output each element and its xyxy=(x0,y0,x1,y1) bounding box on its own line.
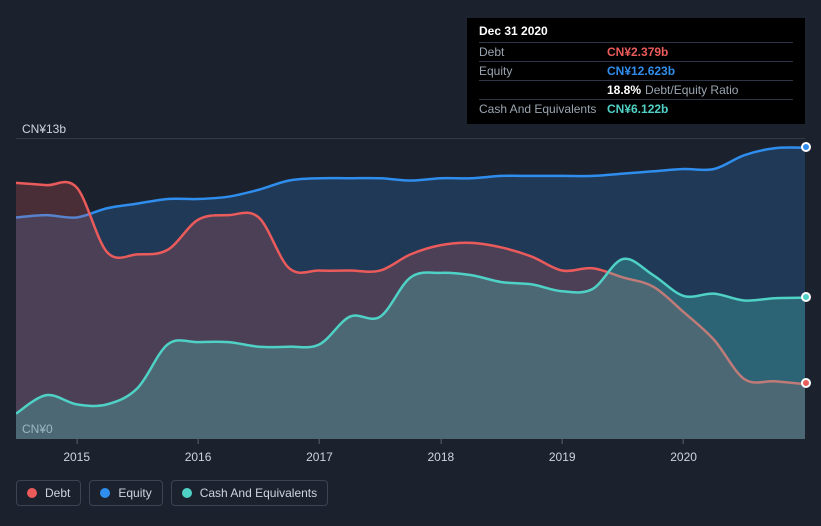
tick-line-icon xyxy=(319,438,320,444)
x-tick-label: 2020 xyxy=(670,450,697,464)
tick-line-icon xyxy=(562,438,563,444)
x-tick: 2019 xyxy=(549,438,576,464)
tooltip-key: Equity xyxy=(479,64,607,78)
tooltip-row: 18.8% Debt/Equity Ratio xyxy=(479,80,793,99)
tooltip-value: 18.8% Debt/Equity Ratio xyxy=(607,83,738,97)
x-tick-label: 2016 xyxy=(185,450,212,464)
tick-line-icon xyxy=(683,438,684,444)
legend-dot-icon xyxy=(27,488,37,498)
tooltip-value: CN¥6.122b xyxy=(607,102,668,116)
x-tick: 2016 xyxy=(185,438,212,464)
area-chart-svg xyxy=(16,139,805,439)
x-tick: 2017 xyxy=(306,438,333,464)
legend-dot-icon xyxy=(100,488,110,498)
legend-item-equity[interactable]: Equity xyxy=(89,480,162,506)
tooltip-date: Dec 31 2020 xyxy=(479,24,793,42)
x-tick-label: 2015 xyxy=(63,450,90,464)
x-tick-label: 2018 xyxy=(427,450,454,464)
chart-area[interactable] xyxy=(16,138,805,438)
legend-label: Cash And Equivalents xyxy=(200,486,317,500)
series-end-marker-debt xyxy=(801,378,811,388)
tooltip-value: CN¥2.379b xyxy=(607,45,668,59)
tooltip-value: CN¥12.623b xyxy=(607,64,675,78)
x-tick-label: 2019 xyxy=(549,450,576,464)
tooltip-row: Debt CN¥2.379b xyxy=(479,42,793,61)
x-tick: 2015 xyxy=(63,438,90,464)
tick-line-icon xyxy=(440,438,441,444)
legend-label: Debt xyxy=(45,486,70,500)
series-end-marker-equity xyxy=(801,142,811,152)
tooltip-row: Cash And Equivalents CN¥6.122b xyxy=(479,99,793,118)
x-tick-label: 2017 xyxy=(306,450,333,464)
x-tick: 2020 xyxy=(670,438,697,464)
chart-legend: Debt Equity Cash And Equivalents xyxy=(16,480,328,506)
chart-tooltip: Dec 31 2020 Debt CN¥2.379b Equity CN¥12.… xyxy=(467,18,805,124)
legend-item-debt[interactable]: Debt xyxy=(16,480,81,506)
y-axis-max-label: CN¥13b xyxy=(22,122,66,136)
tooltip-key: Cash And Equivalents xyxy=(479,102,607,116)
tooltip-key xyxy=(479,83,607,97)
tooltip-suffix: Debt/Equity Ratio xyxy=(645,83,738,97)
x-axis: 2015 2016 2017 2018 2019 2020 xyxy=(16,438,805,478)
tooltip-key: Debt xyxy=(479,45,607,59)
series-end-marker-cash xyxy=(801,292,811,302)
legend-item-cash[interactable]: Cash And Equivalents xyxy=(171,480,328,506)
legend-label: Equity xyxy=(118,486,151,500)
tooltip-row: Equity CN¥12.623b xyxy=(479,61,793,80)
tick-line-icon xyxy=(198,438,199,444)
legend-dot-icon xyxy=(182,488,192,498)
tooltip-value-text: 18.8% xyxy=(607,83,641,97)
tick-line-icon xyxy=(76,438,77,444)
x-tick: 2018 xyxy=(427,438,454,464)
